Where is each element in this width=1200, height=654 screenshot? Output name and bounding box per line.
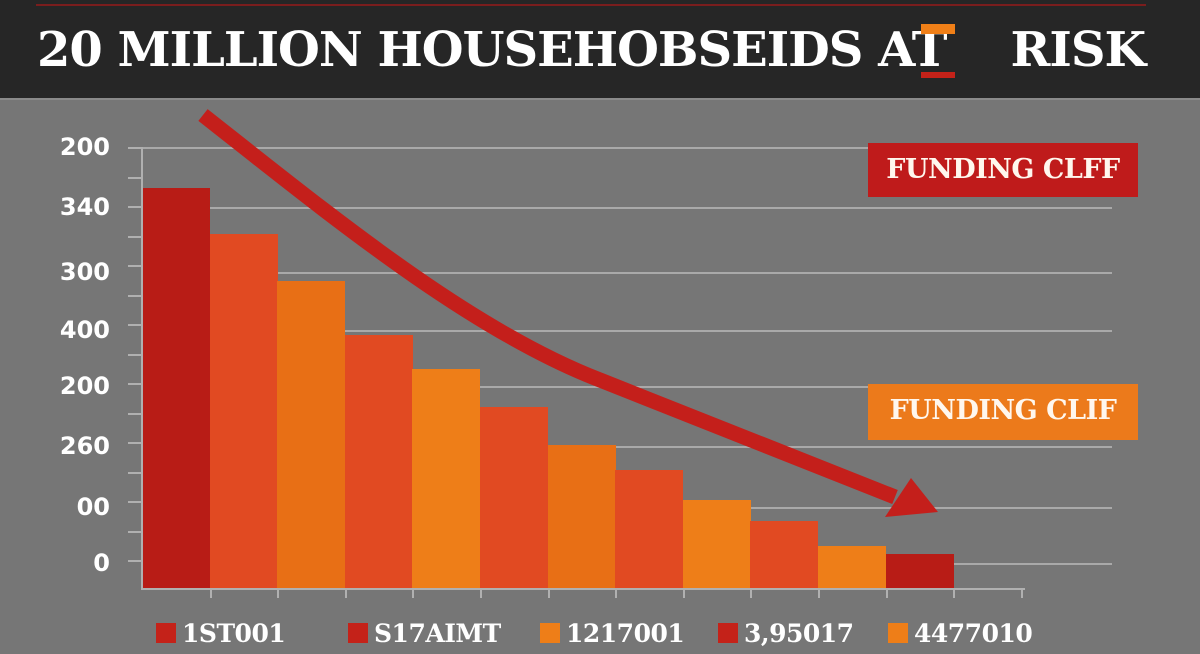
bar-2 xyxy=(210,234,278,588)
bar-8 xyxy=(615,470,683,588)
bar-10 xyxy=(750,521,818,588)
y-axis xyxy=(141,147,143,590)
legend-swatch-icon xyxy=(718,623,738,643)
y-tick xyxy=(128,324,141,326)
y-tick-label: 400 xyxy=(59,316,110,344)
gridline xyxy=(141,446,1112,448)
legend-label: 3,95017 xyxy=(744,618,854,648)
bar-1 xyxy=(142,188,210,588)
bar-11 xyxy=(818,546,886,588)
legend-swatch-icon xyxy=(156,623,176,643)
y-tick xyxy=(128,442,141,444)
y-tick-label: 340 xyxy=(59,193,110,221)
gridline xyxy=(141,272,1112,274)
x-tick xyxy=(277,588,279,598)
bar-4 xyxy=(345,335,413,588)
title-risk-text: RISK xyxy=(1010,22,1147,78)
y-tick-label: 00 xyxy=(76,493,110,521)
x-tick xyxy=(750,588,752,598)
legend-swatch-icon xyxy=(348,623,368,643)
legend-label: 1ST001 xyxy=(182,618,286,648)
x-tick xyxy=(953,588,955,598)
bar-5 xyxy=(412,369,480,588)
x-tick xyxy=(480,588,482,598)
y-tick xyxy=(128,177,141,179)
y-tick xyxy=(128,147,141,149)
legend-item: S17AIMT xyxy=(348,616,501,650)
legend-item: 3,95017 xyxy=(718,616,854,650)
title-text: 20 MILLION HOUSEHOBSEIDS AT xyxy=(37,22,947,78)
x-tick xyxy=(210,588,212,598)
y-tick xyxy=(128,413,141,415)
legend-swatch-icon xyxy=(888,623,908,643)
flag-icon xyxy=(921,24,957,78)
y-tick xyxy=(128,295,141,297)
y-tick-label: 0 xyxy=(93,549,110,577)
legend-label: 1217001 xyxy=(566,618,685,648)
x-tick xyxy=(886,588,888,598)
legend-swatch-icon xyxy=(540,623,560,643)
bar-7 xyxy=(548,445,616,588)
gridline xyxy=(141,207,1112,209)
legend-item: 4477010 xyxy=(888,616,1033,650)
x-tick xyxy=(683,588,685,598)
x-tick xyxy=(412,588,414,598)
y-tick-label: 200 xyxy=(59,133,110,161)
x-tick xyxy=(1021,588,1023,598)
y-tick-label: 260 xyxy=(59,432,110,460)
funding-cliff-badge-red: FUNDING CLFF xyxy=(868,143,1138,197)
legend-item: 1ST001 xyxy=(156,616,286,650)
x-tick xyxy=(548,588,550,598)
legend-item: 1217001 xyxy=(540,616,685,650)
y-tick xyxy=(128,531,141,533)
x-axis xyxy=(141,588,1025,590)
y-tick xyxy=(128,501,141,503)
bar-12 xyxy=(886,554,954,588)
gridline xyxy=(141,147,1112,149)
funding-cliff-badge-orange: FUNDING CLIF xyxy=(868,384,1138,440)
x-tick xyxy=(615,588,617,598)
legend-label: S17AIMT xyxy=(374,618,501,648)
y-tick xyxy=(128,236,141,238)
flag-top-bar xyxy=(921,24,955,34)
y-tick xyxy=(128,206,141,208)
x-tick xyxy=(345,588,347,598)
y-tick xyxy=(128,354,141,356)
gridline xyxy=(141,330,1112,332)
bar-3 xyxy=(277,281,345,588)
y-tick-label: 200 xyxy=(59,372,110,400)
header-top-rule xyxy=(36,4,1146,6)
y-tick xyxy=(128,265,141,267)
page-title: 20 MILLION HOUSEHOBSEIDS AT RISK xyxy=(37,20,1147,80)
header-divider xyxy=(0,98,1200,100)
flag-bottom-bar xyxy=(921,72,955,78)
y-tick xyxy=(128,383,141,385)
y-tick xyxy=(128,560,141,562)
y-tick xyxy=(128,472,141,474)
bar-6 xyxy=(480,407,548,588)
x-tick xyxy=(818,588,820,598)
legend-label: 4477010 xyxy=(914,618,1033,648)
header-banner: 20 MILLION HOUSEHOBSEIDS AT RISK xyxy=(0,0,1200,98)
y-tick-label: 300 xyxy=(59,258,110,286)
bar-9 xyxy=(683,500,751,588)
